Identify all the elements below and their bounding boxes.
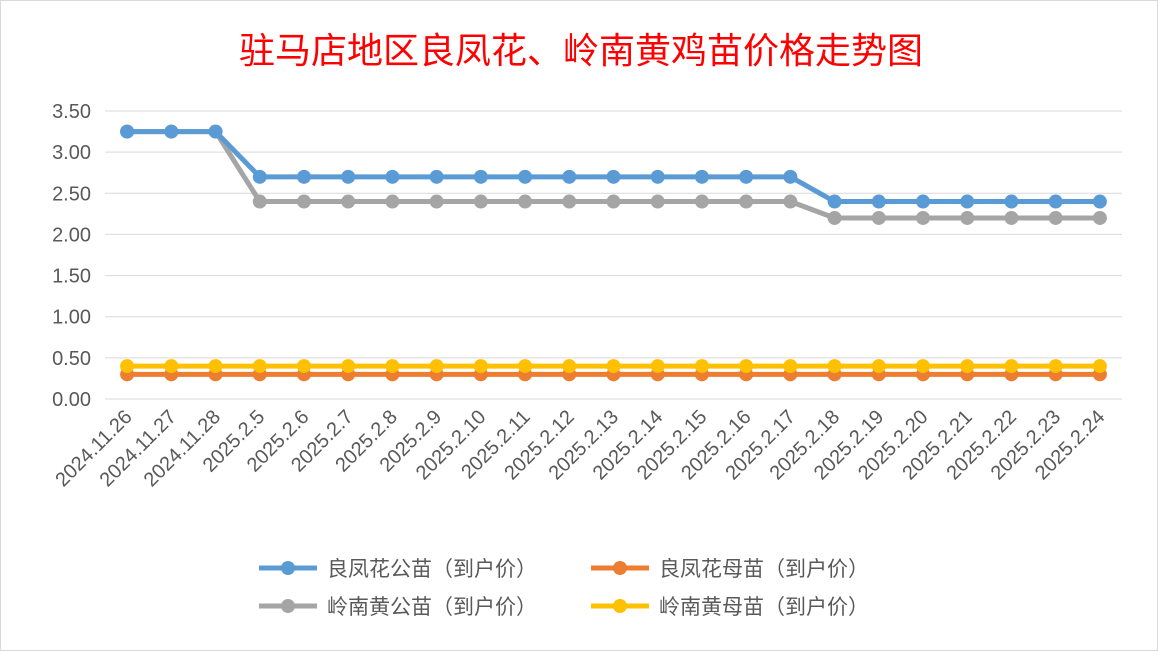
data-point xyxy=(518,194,533,209)
data-point xyxy=(1092,210,1107,225)
series-lines xyxy=(120,124,1107,382)
data-point xyxy=(1004,359,1019,374)
data-point xyxy=(252,359,267,374)
chart-title: 驻马店地区良凤花、岭南黄鸡苗价格走势图 xyxy=(239,31,923,72)
data-point xyxy=(1092,194,1107,209)
data-point xyxy=(1092,359,1107,374)
data-point xyxy=(518,359,533,374)
data-point xyxy=(1048,194,1063,209)
y-tick-label: 1.00 xyxy=(52,307,91,329)
legend-item-3: 岭南黄母苗（到户价） xyxy=(591,595,869,619)
data-point xyxy=(916,194,931,209)
data-point xyxy=(1048,359,1063,374)
data-point xyxy=(341,194,356,209)
y-tick-label: 3.50 xyxy=(52,101,91,123)
data-point xyxy=(562,194,577,209)
data-point xyxy=(120,124,135,139)
legend-swatch-marker xyxy=(281,599,295,613)
data-point xyxy=(1004,210,1019,225)
data-point xyxy=(650,169,665,184)
data-point xyxy=(473,194,488,209)
data-point xyxy=(606,169,621,184)
data-point xyxy=(473,169,488,184)
data-point xyxy=(739,359,754,374)
data-point xyxy=(252,169,267,184)
legend-swatch-marker xyxy=(281,561,295,575)
data-point xyxy=(960,359,975,374)
data-point xyxy=(120,359,135,374)
data-point xyxy=(473,359,488,374)
data-point xyxy=(164,124,179,139)
data-point xyxy=(960,194,975,209)
data-point xyxy=(1048,210,1063,225)
data-point xyxy=(562,359,577,374)
data-point xyxy=(385,194,400,209)
data-point xyxy=(871,359,886,374)
y-tick-label: 1.50 xyxy=(52,266,91,288)
y-tick-label: 2.00 xyxy=(52,224,91,246)
data-point xyxy=(1004,194,1019,209)
series-3 xyxy=(120,359,1107,374)
data-point xyxy=(208,124,223,139)
data-point xyxy=(562,169,577,184)
data-point xyxy=(783,359,798,374)
data-point xyxy=(341,169,356,184)
data-point xyxy=(871,194,886,209)
data-point xyxy=(208,359,223,374)
legend-label: 良凤花公苗（到户价） xyxy=(327,557,537,581)
data-point xyxy=(429,169,444,184)
legend-item-2: 岭南黄公苗（到户价） xyxy=(259,595,537,619)
data-point xyxy=(385,359,400,374)
data-point xyxy=(252,194,267,209)
y-tick-label: 0.00 xyxy=(52,389,91,411)
data-point xyxy=(783,194,798,209)
data-point xyxy=(827,194,842,209)
gridlines xyxy=(105,110,1122,400)
data-point xyxy=(650,359,665,374)
data-point xyxy=(916,359,931,374)
data-point xyxy=(606,194,621,209)
data-point xyxy=(606,359,621,374)
legend-item-1: 良凤花母苗（到户价） xyxy=(591,557,869,581)
data-point xyxy=(694,359,709,374)
data-point xyxy=(296,359,311,374)
y-tick-label: 0.50 xyxy=(52,348,91,370)
x-axis-ticks: 2024.11.262024.11.272024.11.282025.2.520… xyxy=(51,406,1109,491)
legend-item-0: 良凤花公苗（到户价） xyxy=(259,557,537,581)
data-point xyxy=(518,169,533,184)
data-point xyxy=(429,194,444,209)
data-point xyxy=(739,194,754,209)
y-axis-ticks: 0.00 0.50 1.00 1.50 2.00 2.50 3.00 3.50 xyxy=(52,101,91,411)
legend-swatch-marker xyxy=(613,599,627,613)
legend: 良凤花公苗（到户价） 良凤花母苗（到户价） 岭南黄公苗（到户价） 岭南黄母苗（到户价） xyxy=(259,557,869,619)
y-tick-label: 3.00 xyxy=(52,142,91,164)
data-point xyxy=(650,194,665,209)
legend-swatch-marker xyxy=(613,561,627,575)
series-0 xyxy=(120,124,1107,209)
data-point xyxy=(783,169,798,184)
data-point xyxy=(341,359,356,374)
y-tick-label: 2.50 xyxy=(52,183,91,205)
data-point xyxy=(827,359,842,374)
data-point xyxy=(296,194,311,209)
legend-label: 岭南黄公苗（到户价） xyxy=(327,595,537,619)
data-point xyxy=(739,169,754,184)
series-line-0 xyxy=(124,129,1103,205)
data-point xyxy=(296,169,311,184)
data-point xyxy=(694,169,709,184)
legend-label: 良凤花母苗（到户价） xyxy=(659,557,869,581)
data-point xyxy=(960,210,975,225)
data-point xyxy=(694,194,709,209)
data-point xyxy=(871,210,886,225)
data-point xyxy=(164,359,179,374)
data-point xyxy=(385,169,400,184)
data-point xyxy=(429,359,444,374)
data-point xyxy=(827,210,842,225)
data-point xyxy=(916,210,931,225)
legend-label: 岭南黄母苗（到户价） xyxy=(659,595,869,619)
